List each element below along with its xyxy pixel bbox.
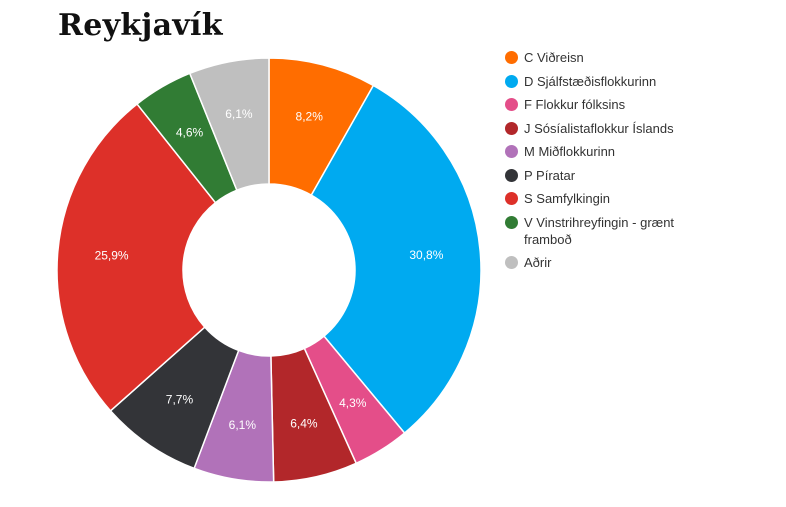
chart-legend: C Viðreisn D Sjálfstæðisflokkurinn F Flokk… — [505, 49, 775, 278]
slice-value-label: 7,7% — [166, 392, 194, 406]
legend-label: S Samfylkingin — [524, 191, 610, 206]
donut-chart: 8,2% 30,8% 4,3% 6,4% 6,1% 7,7% 25,9% 4,6% 6,1% — [56, 57, 482, 483]
donut-slice-labels: 8,2% 30,8% 4,3% 6,4% 6,1% 7,7% 25,9% 4,6% 6,1% — [95, 107, 444, 432]
donut-slice-d-sjalfst-isflokkurinn[interactable] — [310, 84, 482, 435]
legend-swatch — [505, 215, 518, 229]
donut-slices — [56, 57, 482, 483]
slice-value-label: 6,1% — [229, 418, 257, 432]
slice-value-label: 25,9% — [95, 249, 129, 263]
legend-item-v-vinstrihreyfingin-gr-nt-frambo[interactable]: V Vinstrihreyfingin - grænt framboð — [505, 214, 775, 248]
legend-swatch — [505, 121, 518, 135]
legend-label: J Sósíalistaflokkur Íslands — [524, 120, 674, 136]
slice-value-label: 6,4% — [290, 416, 318, 430]
legend-item-p-piratar[interactable]: P Píratar — [505, 167, 775, 184]
donut-slice-a-rir[interactable] — [188, 57, 270, 192]
slice-value-label: 30,8% — [409, 248, 443, 262]
legend-label: C Viðreisn — [524, 50, 584, 65]
legend-item-j-sosialistaflokkur-islands[interactable]: J Sósíalistaflokkur Íslands — [505, 120, 775, 137]
legend-swatch — [505, 192, 518, 205]
legend-label: Aðrir — [524, 255, 552, 270]
chart-title: Reykjavík — [58, 8, 223, 43]
legend-swatch — [505, 74, 518, 88]
legend-item-m-mi-flokkurinn[interactable]: M Miðflokkurinn — [505, 143, 775, 160]
legend-swatch — [505, 256, 518, 269]
legend-swatch — [505, 145, 518, 158]
legend-swatch — [505, 168, 518, 182]
donut-slice-s-samfylkingin[interactable] — [56, 102, 217, 412]
legend-label: P Píratar — [524, 167, 576, 183]
legend-item-d-sjalfst-isflokkurinn[interactable]: D Sjálfstæðisflokkurinn — [505, 73, 775, 90]
slice-value-label: 6,1% — [225, 107, 253, 121]
legend-item-c-vi-reisn[interactable]: C Viðreisn — [505, 49, 775, 66]
slice-value-label: 4,6% — [176, 126, 204, 140]
legend-swatch — [505, 51, 518, 64]
legend-item-a-rir[interactable]: Aðrir — [505, 254, 775, 271]
legend-swatch — [505, 98, 518, 111]
legend-item-f-flokkur-folksins[interactable]: F Flokkur fólksins — [505, 96, 775, 113]
legend-label: M Miðflokkurinn — [524, 144, 616, 159]
slice-value-label: 8,2% — [296, 109, 324, 123]
slice-value-label: 4,3% — [339, 396, 367, 410]
legend-item-s-samfylkingin[interactable]: S Samfylkingin — [505, 190, 775, 207]
legend-label: V Vinstrihreyfingin - grænt framboð — [524, 214, 675, 247]
legend-label: D Sjálfstæðisflokkurinn — [524, 73, 657, 89]
legend-label: F Flokkur fólksins — [524, 97, 626, 112]
